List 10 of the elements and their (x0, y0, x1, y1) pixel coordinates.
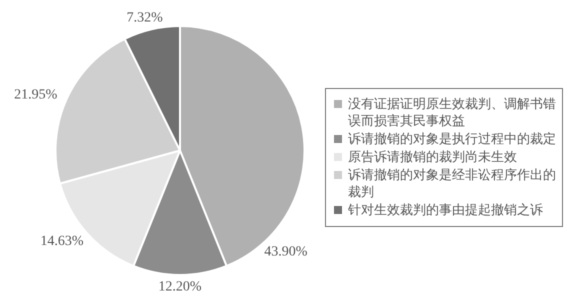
legend-label: 原告诉请撤销的裁判尚未生效 (348, 149, 517, 166)
data-label: 7.32% (126, 10, 164, 26)
data-label: 43.90% (264, 244, 308, 260)
legend-label: 诉请撤销的对象是经非讼程序作出的裁判 (348, 167, 557, 201)
legend-label: 诉请撤销的对象是执行过程中的裁定 (348, 131, 556, 148)
data-label: 12.20% (158, 280, 202, 295)
legend-label: 没有证据证明原生效裁判、调解书错误而损害其民事权益 (348, 96, 557, 130)
legend-label: 针对生效裁判的事由提起撤销之诉 (348, 202, 543, 219)
data-label: 21.95% (14, 87, 58, 102)
data-label: 14.63% (40, 234, 84, 249)
